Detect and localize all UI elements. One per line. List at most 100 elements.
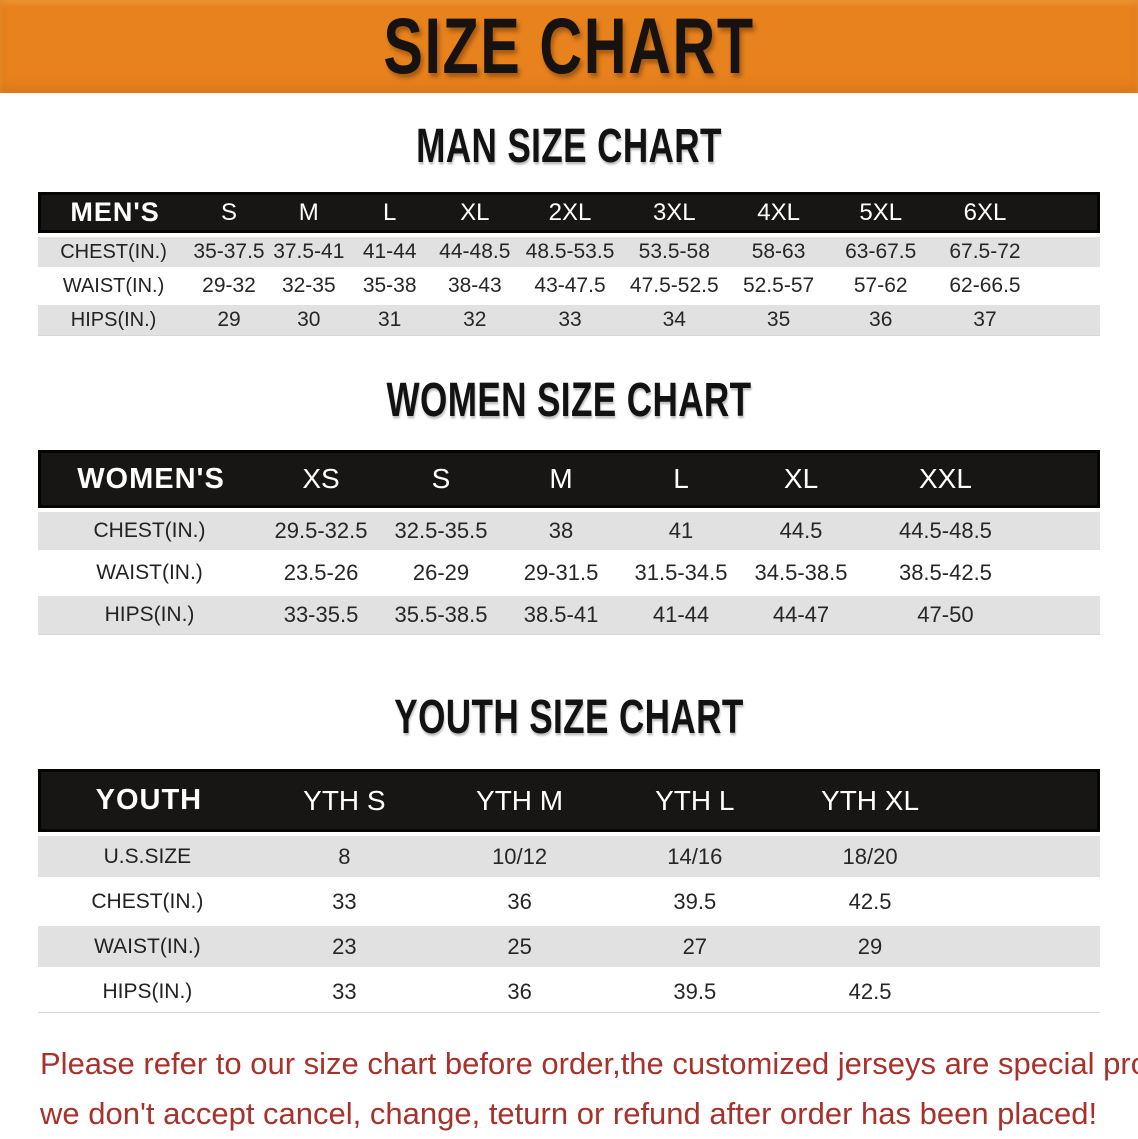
women-table-row-1: WAIST(IN.) 23.5-26 26-29 29-31.5 31.5-34.5 34… bbox=[38, 550, 1100, 592]
women-cell-1-3: 31.5-34.5 bbox=[621, 550, 742, 592]
youth-cell-2-3: 29 bbox=[782, 922, 958, 967]
women-column-header-2: M bbox=[501, 450, 622, 508]
women-row-label-2: HIPS(IN.) bbox=[38, 592, 262, 634]
men-cell-0-4: 48.5-53.5 bbox=[518, 233, 622, 267]
men-cell-0-1: 37.5-41 bbox=[268, 233, 349, 267]
youth-section-heading: YOUTH SIZE CHART bbox=[38, 688, 1100, 744]
youth-table-row-0: U.S.SIZE 8 10/12 14/16 18/20 bbox=[38, 832, 1100, 877]
men-row-spacer-0 bbox=[1038, 233, 1100, 267]
youth-size-table: YOUTH YTH S YTH M YTH L YTH XL U.S.SIZE 8 10/12… bbox=[38, 769, 1100, 1013]
men-cell-2-6: 35 bbox=[727, 301, 830, 335]
footer-note-line2: we don't accept cancel, change, teturn o… bbox=[40, 1096, 1098, 1131]
size-chart-sections: MAN SIZE CHART MEN'S S M L XL 2XL 3XL 4XL 5XL 6XL C… bbox=[38, 118, 1100, 1013]
men-column-header-1: M bbox=[268, 192, 349, 233]
men-cell-0-3: 44-48.5 bbox=[430, 233, 519, 267]
men-cell-0-5: 53.5-58 bbox=[621, 233, 728, 267]
youth-row-spacer-0 bbox=[957, 832, 1100, 877]
men-cell-1-4: 43-47.5 bbox=[518, 267, 622, 301]
youth-column-header-1: YTH M bbox=[431, 769, 608, 832]
men-cell-1-6: 52.5-57 bbox=[727, 267, 830, 301]
men-cell-2-3: 32 bbox=[430, 301, 519, 335]
women-section-heading-text: WOMEN SIZE CHART bbox=[386, 371, 752, 427]
men-row-spacer-2 bbox=[1038, 301, 1100, 335]
men-cell-1-2: 35-38 bbox=[348, 267, 431, 301]
men-cell-1-8: 62-66.5 bbox=[931, 267, 1039, 301]
women-column-header-0: XS bbox=[261, 450, 382, 508]
youth-table-row-1: CHEST(IN.) 33 36 39.5 42.5 bbox=[38, 877, 1100, 922]
men-cell-0-0: 35-37.5 bbox=[189, 233, 269, 267]
men-cell-1-0: 29-32 bbox=[189, 267, 269, 301]
men-column-header-6: 4XL bbox=[727, 192, 830, 233]
men-header-row: MEN'S S M L XL 2XL 3XL 4XL 5XL 6XL bbox=[38, 192, 1100, 233]
women-section-heading: WOMEN SIZE CHART bbox=[38, 371, 1100, 427]
women-column-header-3: L bbox=[621, 450, 742, 508]
youth-cell-3-1: 36 bbox=[431, 967, 608, 1012]
youth-cell-1-0: 33 bbox=[256, 877, 432, 922]
youth-header-row: YOUTH YTH S YTH M YTH L YTH XL bbox=[38, 769, 1100, 832]
women-row-label-0: CHEST(IN.) bbox=[38, 508, 262, 550]
men-cell-2-4: 33 bbox=[518, 301, 622, 335]
women-row-spacer-0 bbox=[1029, 508, 1100, 550]
men-table-row-2: HIPS(IN.) 29 30 31 32 33 34 35 36 37 bbox=[38, 301, 1100, 335]
men-row-label-0: CHEST(IN.) bbox=[38, 233, 190, 267]
youth-row-spacer-2 bbox=[957, 922, 1100, 967]
men-cell-0-2: 41-44 bbox=[348, 233, 431, 267]
youth-row-spacer-1 bbox=[957, 877, 1100, 922]
women-row-label-1: WAIST(IN.) bbox=[38, 550, 262, 592]
women-cell-2-4: 44-47 bbox=[741, 592, 862, 634]
women-cell-1-5: 38.5-42.5 bbox=[861, 550, 1030, 592]
women-cell-2-0: 33-35.5 bbox=[261, 592, 382, 634]
youth-cell-0-2: 14/16 bbox=[607, 832, 783, 877]
men-cell-1-1: 32-35 bbox=[268, 267, 349, 301]
women-cell-0-2: 38 bbox=[501, 508, 622, 550]
men-cell-1-7: 57-62 bbox=[829, 267, 932, 301]
men-cell-2-0: 29 bbox=[189, 301, 269, 335]
youth-cell-2-2: 27 bbox=[607, 922, 783, 967]
women-header-spacer bbox=[1029, 450, 1100, 508]
youth-cell-1-3: 42.5 bbox=[782, 877, 958, 922]
men-row-label-2: HIPS(IN.) bbox=[38, 301, 190, 335]
youth-section-heading-text: YOUTH SIZE CHART bbox=[394, 688, 744, 744]
women-column-header-5: XXL bbox=[861, 450, 1030, 508]
women-cell-2-3: 41-44 bbox=[621, 592, 742, 634]
youth-group-label: YOUTH bbox=[38, 769, 257, 832]
youth-cell-0-1: 10/12 bbox=[431, 832, 608, 877]
women-cell-2-5: 47-50 bbox=[861, 592, 1030, 634]
women-table-row-0: CHEST(IN.) 29.5-32.5 32.5-35.5 38 41 44.5 44.5… bbox=[38, 508, 1100, 550]
women-cell-0-5: 44.5-48.5 bbox=[861, 508, 1030, 550]
women-cell-0-4: 44.5 bbox=[741, 508, 862, 550]
men-group-label: MEN'S bbox=[38, 192, 190, 233]
youth-row-label-0: U.S.SIZE bbox=[38, 832, 257, 877]
youth-cell-2-1: 25 bbox=[431, 922, 608, 967]
men-size-table: MEN'S S M L XL 2XL 3XL 4XL 5XL 6XL CHEST(IN.) 35-37… bbox=[38, 192, 1100, 336]
women-cell-1-2: 29-31.5 bbox=[501, 550, 622, 592]
women-row-spacer-2 bbox=[1029, 592, 1100, 634]
men-table-row-0: CHEST(IN.) 35-37.5 37.5-41 41-44 44-48.5 48.5… bbox=[38, 233, 1100, 267]
youth-header-spacer bbox=[957, 769, 1100, 832]
women-column-header-1: S bbox=[381, 450, 502, 508]
men-row-label-1: WAIST(IN.) bbox=[38, 267, 190, 301]
youth-column-header-3: YTH XL bbox=[782, 769, 958, 832]
footer-note: Please refer to our size chart before or… bbox=[38, 1039, 1138, 1139]
men-cell-2-8: 37 bbox=[931, 301, 1039, 335]
content: MAN SIZE CHART MEN'S S M L XL 2XL 3XL 4XL 5XL 6XL C… bbox=[0, 118, 1138, 1139]
footer-note-line1: Please refer to our size chart before or… bbox=[40, 1046, 1138, 1081]
men-cell-1-5: 47.5-52.5 bbox=[621, 267, 728, 301]
men-cell-2-5: 34 bbox=[621, 301, 728, 335]
men-column-header-4: 2XL bbox=[518, 192, 622, 233]
youth-cell-1-1: 36 bbox=[431, 877, 608, 922]
women-cell-2-2: 38.5-41 bbox=[501, 592, 622, 634]
men-column-header-2: L bbox=[348, 192, 431, 233]
women-row-spacer-1 bbox=[1029, 550, 1100, 592]
women-cell-1-4: 34.5-38.5 bbox=[741, 550, 862, 592]
men-section-heading: MAN SIZE CHART bbox=[38, 118, 1100, 173]
youth-column-header-2: YTH L bbox=[607, 769, 783, 832]
youth-cell-3-2: 39.5 bbox=[607, 967, 783, 1012]
youth-cell-0-0: 8 bbox=[256, 832, 432, 877]
men-column-header-3: XL bbox=[430, 192, 519, 233]
youth-cell-0-3: 18/20 bbox=[782, 832, 958, 877]
men-cell-2-7: 36 bbox=[829, 301, 932, 335]
men-column-header-0: S bbox=[189, 192, 269, 233]
youth-row-label-3: HIPS(IN.) bbox=[38, 967, 257, 1012]
